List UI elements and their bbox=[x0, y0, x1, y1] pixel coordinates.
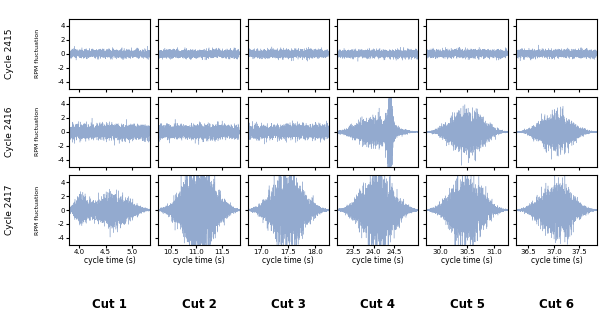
Text: Cut 1: Cut 1 bbox=[92, 298, 127, 311]
Text: RPM fluctuation: RPM fluctuation bbox=[35, 29, 40, 78]
Text: Cut 4: Cut 4 bbox=[360, 298, 395, 311]
Text: Cut 6: Cut 6 bbox=[539, 298, 574, 311]
X-axis label: cycle time (s): cycle time (s) bbox=[352, 257, 404, 265]
Text: Cut 3: Cut 3 bbox=[271, 298, 306, 311]
X-axis label: cycle time (s): cycle time (s) bbox=[530, 257, 582, 265]
Text: Cut 5: Cut 5 bbox=[449, 298, 485, 311]
Text: Cycle 2416: Cycle 2416 bbox=[5, 107, 14, 157]
Text: Cut 2: Cut 2 bbox=[182, 298, 217, 311]
Text: RPM fluctuation: RPM fluctuation bbox=[35, 107, 40, 156]
X-axis label: cycle time (s): cycle time (s) bbox=[84, 257, 136, 265]
Text: RPM fluctuation: RPM fluctuation bbox=[35, 186, 40, 235]
Text: Cycle 2415: Cycle 2415 bbox=[5, 29, 14, 79]
X-axis label: cycle time (s): cycle time (s) bbox=[173, 257, 225, 265]
Text: Cycle 2417: Cycle 2417 bbox=[5, 185, 14, 235]
X-axis label: cycle time (s): cycle time (s) bbox=[441, 257, 493, 265]
X-axis label: cycle time (s): cycle time (s) bbox=[262, 257, 314, 265]
